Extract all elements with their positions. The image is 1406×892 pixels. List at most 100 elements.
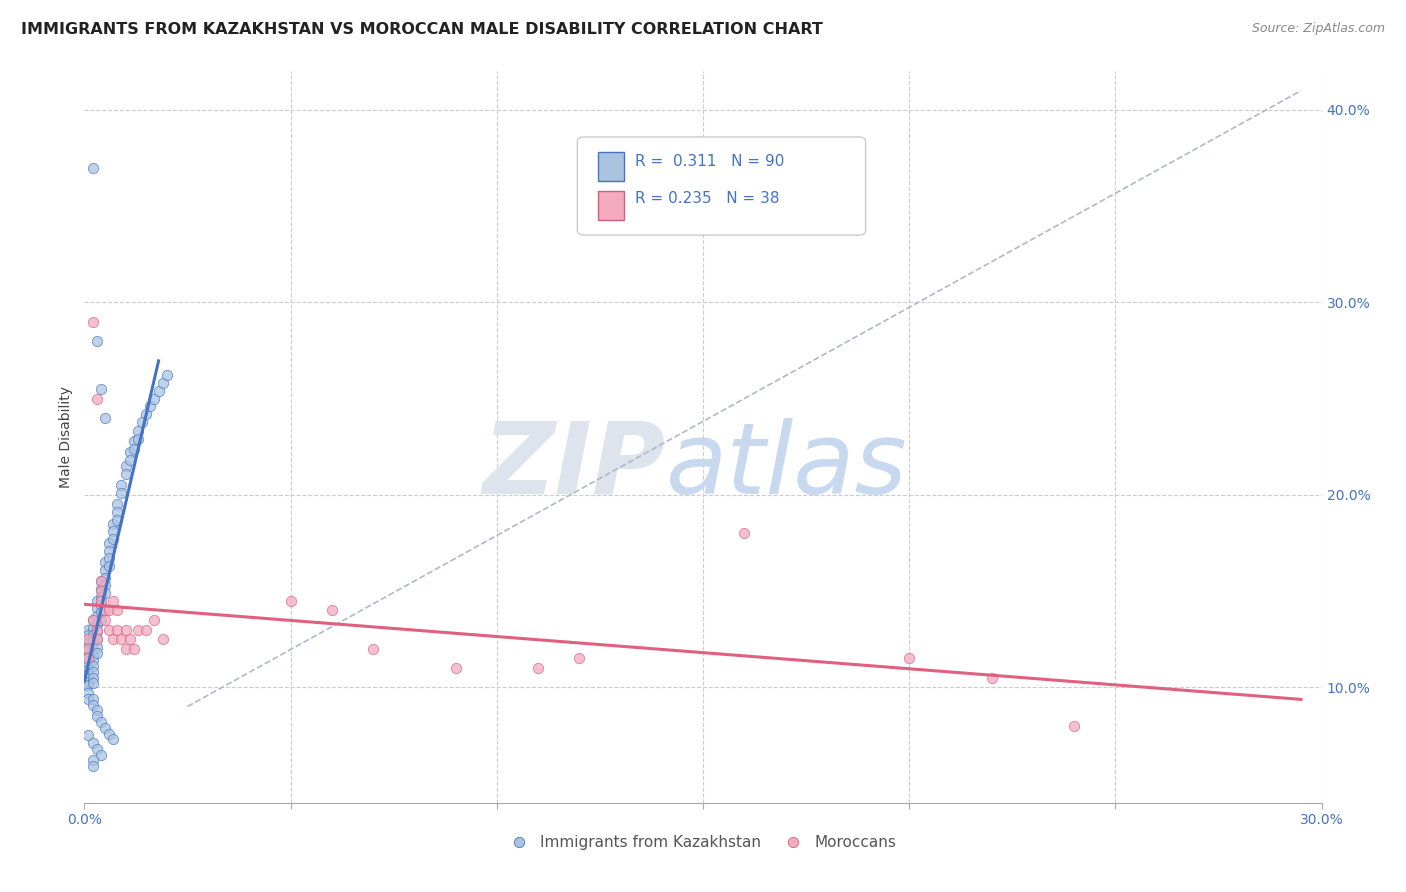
Point [77,641,100,656]
Point [77,632,100,647]
Point [105,513,128,527]
Point [77,655,100,669]
Point [82,641,104,656]
Point [105,603,128,617]
Point [77,636,100,650]
Point [82,634,104,648]
Point [98,603,121,617]
Legend: Immigrants from Kazakhstan, Moroccans: Immigrants from Kazakhstan, Moroccans [509,835,897,850]
Point [898,651,921,665]
Point [90,593,112,607]
Point [980,671,1002,685]
Point [122,641,145,656]
Point [98,623,121,637]
Point [82,736,104,750]
Point [135,407,157,421]
Point [135,623,157,637]
Point [82,759,104,773]
Point [118,445,141,459]
Text: atlas: atlas [666,417,907,515]
Point [94,603,117,617]
Point [114,623,136,637]
Point [110,632,132,647]
Point [77,644,100,658]
Point [118,632,141,647]
Point [86,593,108,607]
Point [131,415,153,429]
Point [94,410,117,425]
Point [122,434,145,448]
Point [152,632,174,647]
Point [103,532,125,546]
Point [86,623,108,637]
Point [114,458,136,473]
Point [105,498,128,512]
Point [98,726,121,740]
Point [105,623,128,637]
Point [82,676,104,690]
Point [568,651,591,665]
Point [321,603,343,617]
Point [444,661,467,675]
Point [86,609,108,624]
Point [77,678,100,692]
Point [94,571,117,585]
Point [127,623,149,637]
Point [77,651,100,665]
Point [114,467,136,481]
Point [103,524,125,539]
Point [94,555,117,569]
Point [733,526,755,541]
Point [86,334,108,348]
Point [82,691,104,706]
Point [122,442,145,456]
Point [103,516,125,531]
Point [143,392,166,406]
Point [94,578,117,592]
Point [82,315,104,329]
Point [90,598,112,612]
Point [98,551,121,566]
Point [139,399,162,413]
Point [77,659,100,673]
Point [86,624,108,639]
Point [82,613,104,627]
Point [77,663,100,677]
Point [77,628,100,642]
Text: ZIP: ZIP [482,417,666,515]
Point [86,601,108,615]
Point [156,368,179,383]
Point [86,742,108,756]
Point [86,646,108,660]
Point [90,714,112,729]
Point [1063,719,1085,733]
Point [90,582,112,596]
Point [527,661,550,675]
Point [82,754,104,768]
Point [90,605,112,619]
Point [82,659,104,673]
Point [77,691,100,706]
Point [82,653,104,667]
Point [82,648,104,662]
Point [94,721,117,735]
Y-axis label: Male Disability: Male Disability [59,386,73,488]
Point [82,698,104,712]
Point [82,613,104,627]
Point [77,640,100,654]
Point [118,453,141,467]
Point [98,543,121,558]
Point [94,613,117,627]
Point [77,666,100,681]
Point [86,640,108,654]
Point [82,671,104,685]
Text: Source: ZipAtlas.com: Source: ZipAtlas.com [1251,22,1385,36]
Point [90,747,112,762]
Text: R =  0.311   N = 90: R = 0.311 N = 90 [636,154,785,169]
Point [86,632,108,647]
Point [86,709,108,723]
Point [143,613,166,627]
Point [98,559,121,574]
Point [127,425,149,439]
Point [90,613,112,627]
